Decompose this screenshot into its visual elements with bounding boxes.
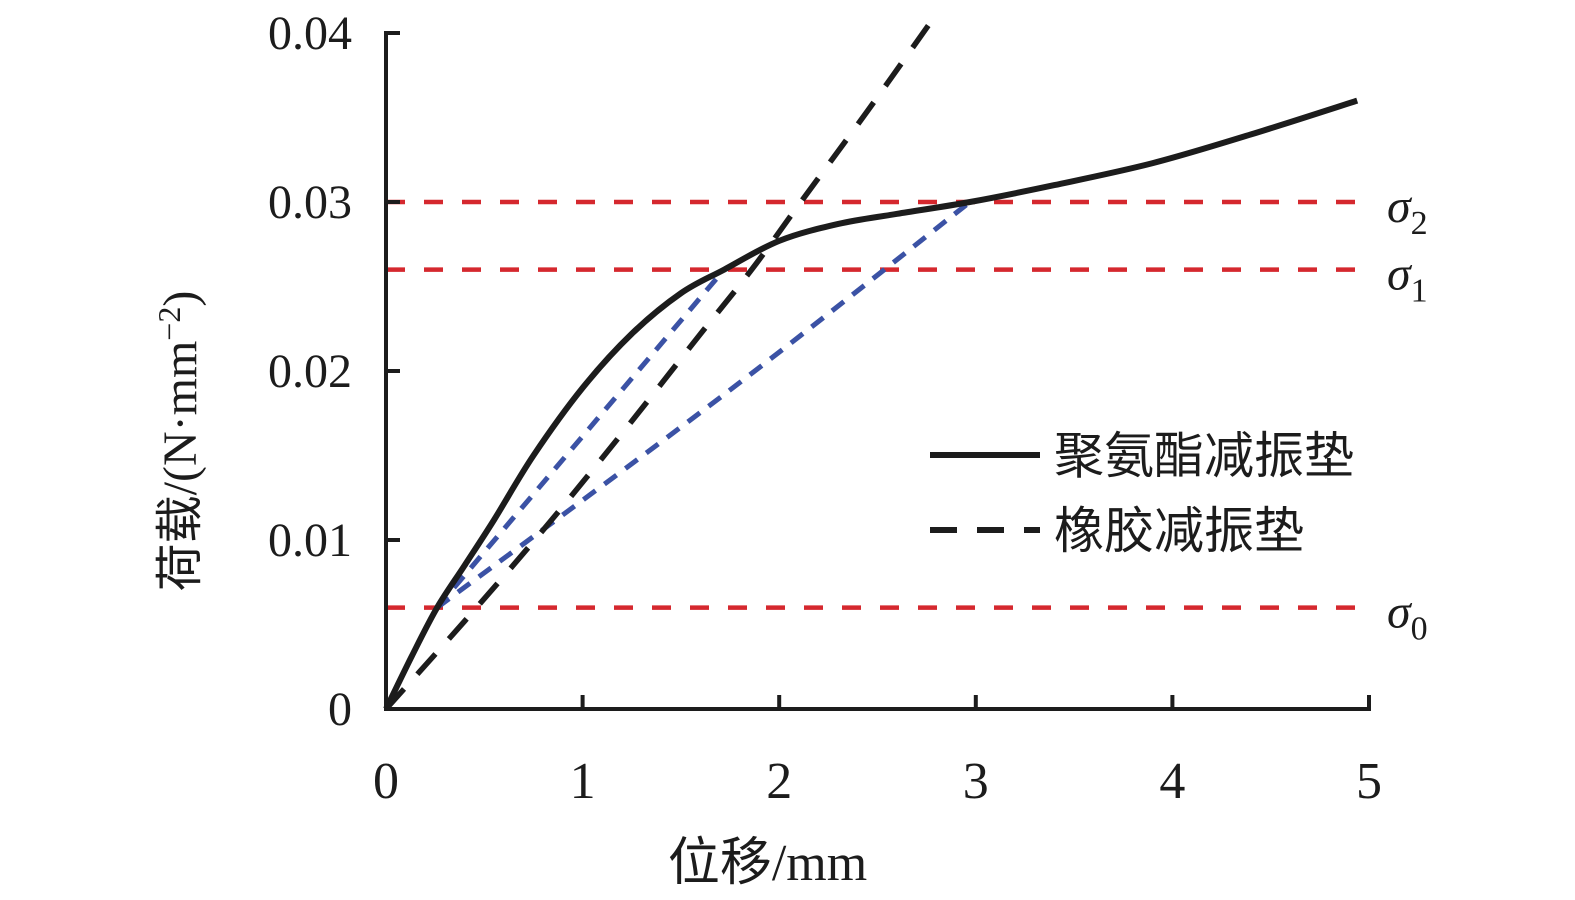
y-tick-label-1: 0.01 [268, 514, 352, 567]
x-tick-label-3: 3 [963, 753, 989, 810]
series-curve-0 [383, 97, 1359, 711]
y-tick-label-0: 0 [328, 683, 352, 736]
sigma0-label: σ0 [1387, 586, 1428, 648]
legend-label-0: 聚氨酯减振垫 [1054, 428, 1354, 484]
x-tick-label-4: 4 [1159, 753, 1185, 810]
sigma1-label: σ1 [1387, 248, 1428, 310]
legend-label-1: 橡胶减振垫 [1054, 503, 1304, 559]
x-tick-label-1: 1 [570, 753, 596, 810]
y-tick-label-3: 0.03 [268, 176, 352, 229]
series-curve-1 [383, 17, 935, 711]
secant-sigma0-to-sigma2 [435, 200, 972, 610]
x-tick-label-0: 0 [373, 753, 399, 810]
x-tick-label-5: 5 [1356, 753, 1382, 810]
x-tick-label-2: 2 [766, 753, 792, 810]
y-tick-label-2: 0.02 [268, 345, 352, 398]
y-axis-title: 荷载/(N·mm−2) [151, 291, 207, 592]
secant-sigma0-to-sigma1 [435, 267, 727, 610]
x-axis-title: 位移/mm [668, 835, 867, 892]
sigma2-label: σ2 [1387, 180, 1428, 242]
y-tick-label-4: 0.04 [268, 7, 352, 60]
